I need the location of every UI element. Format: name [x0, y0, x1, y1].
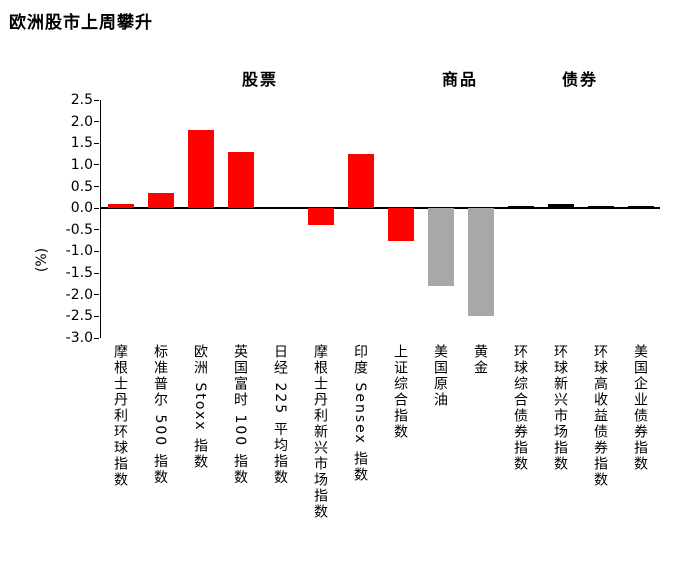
group-label: 股票: [241, 70, 278, 89]
y-tick-mark: [94, 229, 99, 231]
y-tick-label: -1.5: [65, 265, 93, 282]
y-tick-label: -2.0: [65, 286, 93, 303]
y-tick-label: -2.5: [65, 308, 93, 325]
bar-0: [108, 203, 134, 209]
x-category-label: 英国富时 100 指数: [232, 344, 248, 486]
x-category-label: 摩根士丹利新兴市场指数: [312, 344, 328, 520]
y-tick-mark: [94, 207, 99, 209]
y-tick-label: 0.5: [70, 178, 93, 195]
bar-7: [388, 208, 414, 241]
y-tick-mark: [94, 142, 99, 144]
bar-12: [588, 205, 614, 209]
x-category-label: 标准普尔 500 指数: [152, 344, 168, 486]
y-tick-mark: [94, 164, 99, 166]
x-category-label: 环球新兴市场指数: [552, 344, 568, 472]
y-tick-mark: [94, 250, 99, 252]
bar-2: [188, 130, 214, 209]
zero-axis-line: [101, 207, 660, 209]
y-tick-label: -0.5: [65, 221, 93, 238]
chart-title: 欧洲股市上周攀升: [9, 13, 153, 33]
x-category-label: 环球综合债券指数: [512, 344, 528, 472]
x-axis: 摩根士丹利环球指数 标准普尔 500 指数 欧洲 Stoxx 指数 英国富时 100 …: [100, 344, 660, 580]
bar-8: [428, 208, 454, 287]
x-category-label: 日经 225 平均指数: [272, 344, 288, 486]
x-category-label: 环球高收益债券指数: [592, 344, 608, 488]
y-tick-label: -1.0: [65, 243, 93, 260]
bar-3: [228, 151, 254, 209]
y-tick-label: -3.0: [65, 330, 93, 346]
x-category-label: 摩根士丹利环球指数: [112, 344, 128, 488]
x-category-label: 欧洲 Stoxx 指数: [192, 344, 208, 470]
bar-10: [508, 206, 534, 209]
y-tick-mark: [94, 186, 99, 188]
x-category-label: 印度 Sensex 指数: [352, 344, 368, 484]
bar-11: [548, 203, 574, 209]
group-label: 债券: [561, 70, 598, 89]
y-tick-label: 2.0: [70, 113, 93, 130]
x-category-label: 美国企业债券指数: [632, 344, 648, 472]
bar-9: [468, 208, 494, 317]
x-category-label: 美国原油: [432, 344, 448, 408]
y-tick-label: 1.5: [70, 135, 93, 152]
bar-1: [148, 193, 174, 209]
x-category-label: 上证综合指数: [392, 344, 408, 440]
y-axis: 2.5 2.0 1.5 1.0 0.5 0.0 -0.5 -1.0 -1.5 -2.0 -2.5 -3…: [0, 92, 93, 346]
plot-area: [94, 99, 660, 339]
y-tick-label: 2.5: [70, 92, 93, 108]
y-tick-mark: [94, 294, 99, 296]
y-tick-mark: [94, 315, 99, 317]
bar-13: [628, 206, 654, 209]
group-label: 商品: [441, 70, 478, 89]
y-tick-label: 0.0: [70, 200, 93, 217]
y-tick-mark: [94, 121, 99, 123]
x-category-label: 黄金: [472, 344, 488, 376]
y-tick-mark: [94, 337, 99, 339]
y-tick-mark: [94, 99, 99, 101]
y-tick-mark: [94, 272, 99, 274]
bar-6: [348, 154, 374, 209]
bar-5: [308, 208, 334, 226]
y-tick-label: 1.0: [70, 156, 93, 173]
